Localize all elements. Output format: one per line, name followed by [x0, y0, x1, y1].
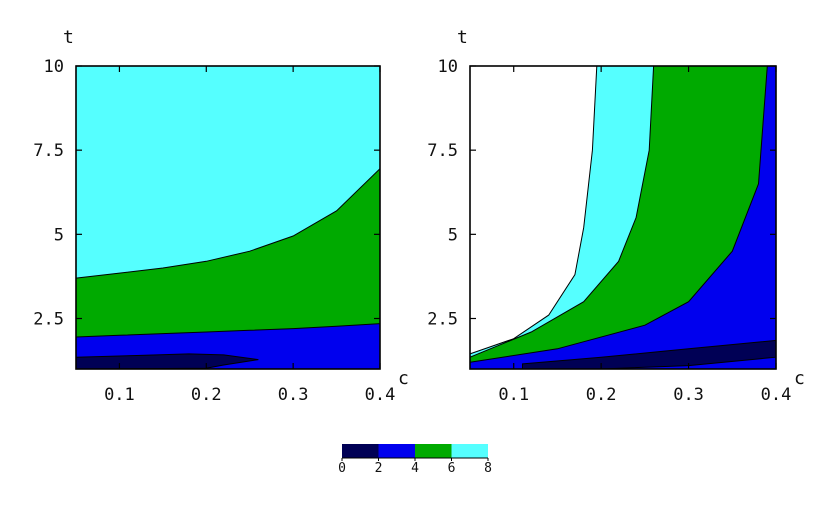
right-contour-plot: 0.1 0.2 0.3 0.4 2.5 5 7.5 10 c t — [427, 27, 805, 405]
colorbar-tick-label: 6 — [448, 461, 456, 476]
colorbar-swatch — [451, 444, 488, 458]
left-x-axis-label: c — [398, 368, 409, 389]
y-tick-label: 5 — [448, 225, 458, 245]
x-tick-label: 0.3 — [278, 385, 309, 405]
colorbar-swatch — [378, 444, 415, 458]
left-y-ticks: 2.5 5 7.5 10 — [33, 57, 380, 330]
y-tick-label: 2.5 — [33, 310, 64, 330]
colorbar-swatch — [342, 444, 379, 458]
left-contour-plot: 0.1 0.2 0.3 0.4 2.5 5 7.5 10 c t — [33, 27, 409, 405]
colorbar-tick-label: 8 — [484, 461, 492, 476]
colorbar-legend: 0 2 4 6 8 — [338, 444, 492, 476]
x-tick-label: 0.4 — [761, 385, 792, 405]
x-tick-label: 0.2 — [586, 385, 617, 405]
left-x-ticks: 0.1 0.2 0.3 0.4 — [104, 66, 395, 405]
y-tick-label: 2.5 — [427, 310, 458, 330]
y-tick-label: 7.5 — [33, 141, 64, 161]
left-y-axis-label: t — [63, 27, 74, 48]
x-tick-label: 0.1 — [104, 385, 135, 405]
y-tick-label: 5 — [54, 225, 64, 245]
colorbar-tick-label: 0 — [338, 461, 346, 476]
colorbar-tick-label: 2 — [375, 461, 383, 476]
right-y-ticks: 2.5 5 7.5 10 — [427, 57, 776, 330]
right-plot-frame — [469, 65, 777, 370]
right-x-axis-label: c — [794, 368, 805, 389]
x-tick-label: 0.2 — [191, 385, 222, 405]
colorbar-swatch — [415, 444, 452, 458]
colorbar-tick-label: 4 — [411, 461, 419, 476]
right-y-axis-label: t — [457, 27, 468, 48]
y-tick-label: 7.5 — [427, 141, 458, 161]
left-plot-frame — [75, 65, 381, 370]
y-tick-label: 10 — [438, 57, 458, 77]
x-tick-label: 0.4 — [365, 385, 396, 405]
x-tick-label: 0.3 — [673, 385, 704, 405]
x-tick-label: 0.1 — [498, 385, 529, 405]
right-x-ticks: 0.1 0.2 0.3 0.4 — [498, 66, 791, 405]
y-tick-label: 10 — [44, 57, 64, 77]
